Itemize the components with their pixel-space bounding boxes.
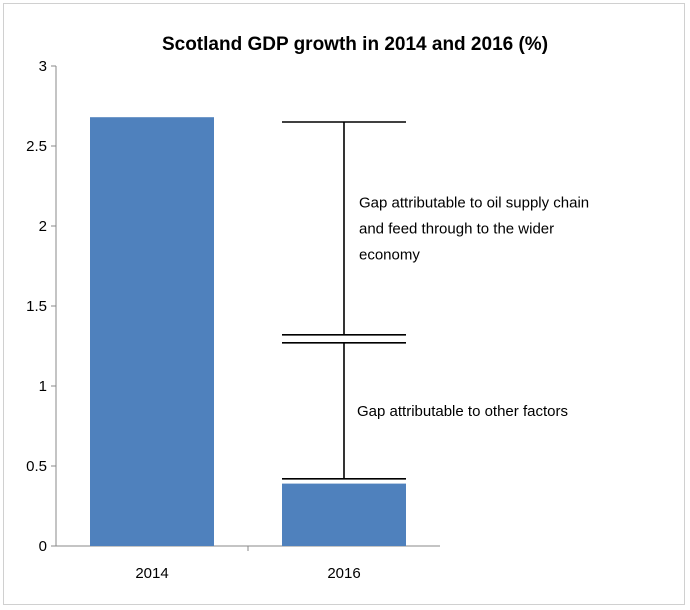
bar-2014: [90, 117, 214, 546]
bar-2016: [282, 483, 406, 546]
y-tick-label: 1.5: [26, 298, 47, 315]
annotation-label: and feed through to the wider: [359, 220, 554, 237]
annotations: Gap attributable to oil supply chain and …: [282, 121, 589, 480]
y-tick-label: 0.5: [26, 458, 47, 475]
x-tick-label: 2016: [327, 565, 360, 582]
chart-title: Scotland GDP growth in 2014 and 2016 (%): [162, 34, 548, 55]
annotation-label: Gap attributable to oil supply chain: [359, 194, 589, 211]
y-tick-label: 1: [39, 378, 47, 395]
bars: [90, 117, 406, 546]
annotation-label: Gap attributable to other factors: [357, 403, 568, 420]
x-tick-label: 2014: [135, 565, 168, 582]
y-tick-label: 2.5: [26, 138, 47, 155]
y-tick-label: 3: [39, 58, 47, 75]
annotation-label: economy: [359, 246, 420, 263]
y-tick-label: 0: [39, 538, 47, 555]
y-tick-label: 2: [39, 218, 47, 235]
